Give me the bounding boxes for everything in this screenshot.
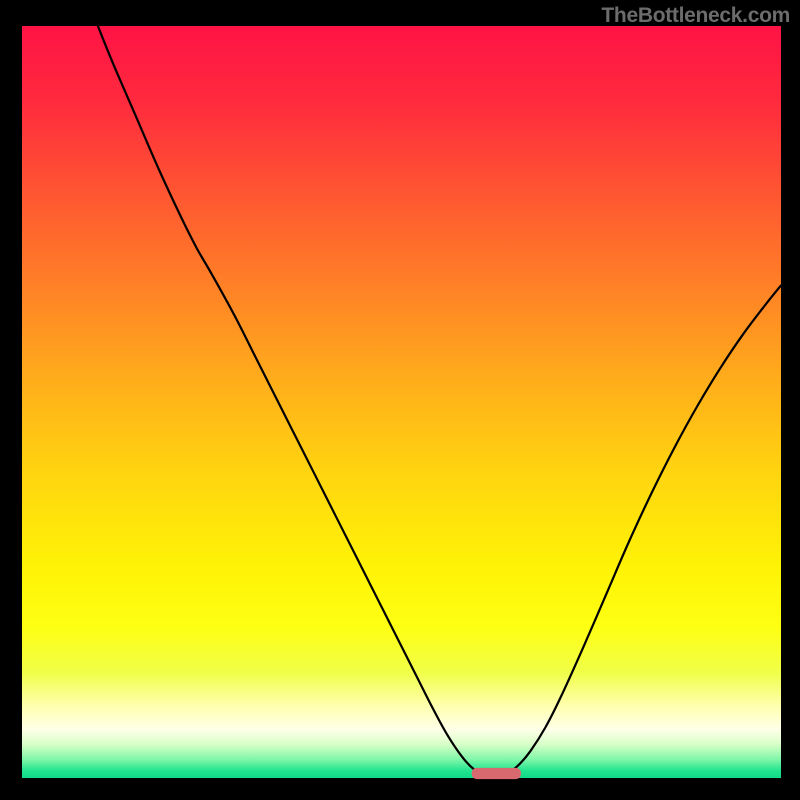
optimum-marker xyxy=(472,768,521,779)
bottleneck-chart xyxy=(0,0,800,800)
chart-container: TheBottleneck.com xyxy=(0,0,800,800)
plot-background xyxy=(22,26,781,778)
